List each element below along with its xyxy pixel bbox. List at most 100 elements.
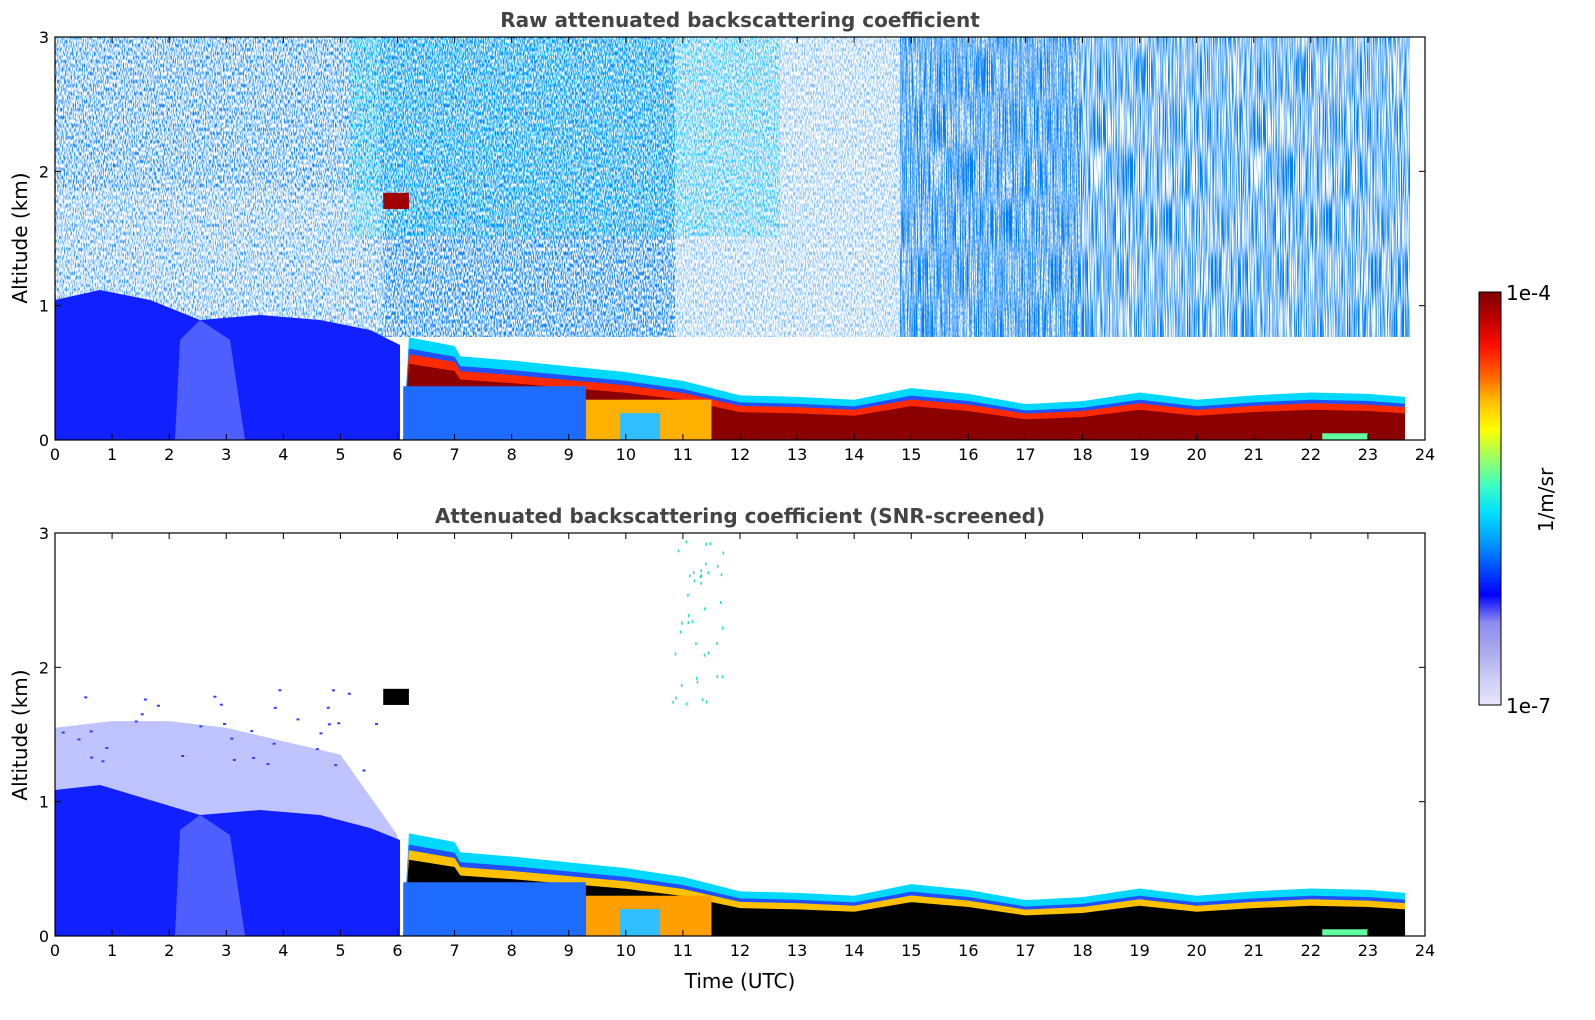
xtick-label: 4 (278, 445, 288, 464)
xtick-label: 16 (958, 445, 978, 464)
speckle (77, 738, 81, 741)
panel-screened-title: Attenuated backscattering coefficient (S… (435, 504, 1045, 528)
xtick-label: 6 (392, 445, 402, 464)
speckle (702, 698, 704, 702)
speckle (156, 704, 160, 707)
ytick-label: 0 (39, 431, 49, 450)
screened-boundary-layer (403, 833, 1406, 936)
colorbar-unit-label: 1/m/sr (1534, 467, 1558, 532)
lower-aerosol-morning (403, 386, 586, 440)
xtick-label: 12 (730, 445, 750, 464)
lower-aerosol-noon-gap (620, 909, 661, 936)
xtick-label: 23 (1358, 445, 1378, 464)
speckle (705, 562, 707, 566)
speckle (296, 718, 300, 721)
surface-feature (1322, 929, 1368, 936)
xtick-label: 10 (616, 445, 636, 464)
speckle (89, 730, 93, 733)
speckle (213, 695, 217, 698)
xtick-label: 1 (107, 445, 117, 464)
ytick-label: 3 (39, 524, 49, 543)
colorbar: 1e-4 1e-7 1/m/sr (1478, 281, 1558, 718)
raw-noise-streaks (900, 37, 1410, 337)
panel-screened-ylabel: Altitude (km) (8, 669, 32, 800)
speckle (334, 764, 338, 767)
speckle (688, 614, 690, 618)
speckle (687, 593, 689, 597)
raw-boundary-layer (403, 337, 1406, 440)
xtick-label: 13 (787, 445, 807, 464)
xtick-label: 17 (1015, 941, 1035, 960)
speckle (707, 571, 710, 575)
speckle (705, 700, 708, 704)
xtick-label: 24 (1415, 445, 1435, 464)
speckle (140, 713, 144, 716)
xtick-label: 24 (1415, 941, 1435, 960)
speckle (181, 755, 185, 758)
panel-screened: Attenuated backscattering coefficient (S… (8, 504, 1435, 993)
speckle (326, 706, 330, 709)
xtick-label: 2 (164, 941, 174, 960)
panel-raw-title: Raw attenuated backscattering coefficien… (500, 8, 980, 32)
speckle (716, 675, 719, 679)
speckle (90, 756, 94, 759)
ytick-label: 3 (39, 28, 49, 47)
xtick-label: 0 (50, 445, 60, 464)
speckle (703, 607, 706, 611)
speckle (273, 706, 277, 709)
xtick-label: 11 (673, 941, 693, 960)
xtick-label: 17 (1015, 445, 1035, 464)
speckle (319, 732, 323, 735)
screened-speckles (61, 540, 725, 772)
xtick-label: 5 (335, 445, 345, 464)
speckle (700, 569, 702, 573)
speckle (672, 700, 674, 704)
panel-screened-xlabel: Time (UTC) (684, 969, 796, 993)
speckle (223, 722, 227, 725)
speckle (61, 731, 65, 734)
speckle (709, 542, 712, 546)
xtick-label: 0 (50, 941, 60, 960)
xtick-label: 9 (564, 445, 574, 464)
xtick-label: 3 (221, 445, 231, 464)
xtick-label: 1 (107, 941, 117, 960)
speckle (219, 703, 223, 706)
speckle (199, 725, 203, 728)
speckle (721, 675, 724, 679)
speckle (689, 574, 691, 578)
speckle (696, 680, 699, 684)
xtick-label: 18 (1072, 941, 1092, 960)
speckle (675, 696, 677, 700)
xtick-label: 11 (673, 445, 693, 464)
speckle (101, 760, 105, 763)
xtick-label: 4 (278, 941, 288, 960)
speckle (700, 574, 703, 578)
xtick-label: 20 (1186, 445, 1206, 464)
panel-raw: Raw attenuated backscattering coefficien… (8, 8, 1435, 464)
speckle (331, 689, 335, 692)
speckle (674, 652, 677, 656)
speckle (134, 720, 138, 723)
speckle (691, 620, 694, 624)
speckle (375, 723, 379, 726)
xtick-label: 9 (564, 941, 574, 960)
speckle (721, 626, 724, 630)
speckle (327, 723, 331, 726)
speckle (722, 551, 725, 555)
xtick-label: 8 (507, 445, 517, 464)
xtick-label: 14 (844, 941, 864, 960)
speckle (677, 549, 680, 553)
speckle (693, 579, 696, 583)
screened-cloud-feature (383, 688, 409, 705)
raw-lower-aerosol-light (175, 320, 245, 440)
panel-screened-heatmap (55, 533, 1425, 936)
xtick-label: 3 (221, 941, 231, 960)
ytick-label: 1 (39, 793, 49, 812)
speckle (680, 684, 683, 688)
speckle (252, 756, 256, 759)
xtick-label: 20 (1186, 941, 1206, 960)
speckle (679, 630, 682, 634)
speckle (719, 600, 722, 604)
xtick-label: 7 (449, 941, 459, 960)
ytick-label: 2 (39, 658, 49, 677)
